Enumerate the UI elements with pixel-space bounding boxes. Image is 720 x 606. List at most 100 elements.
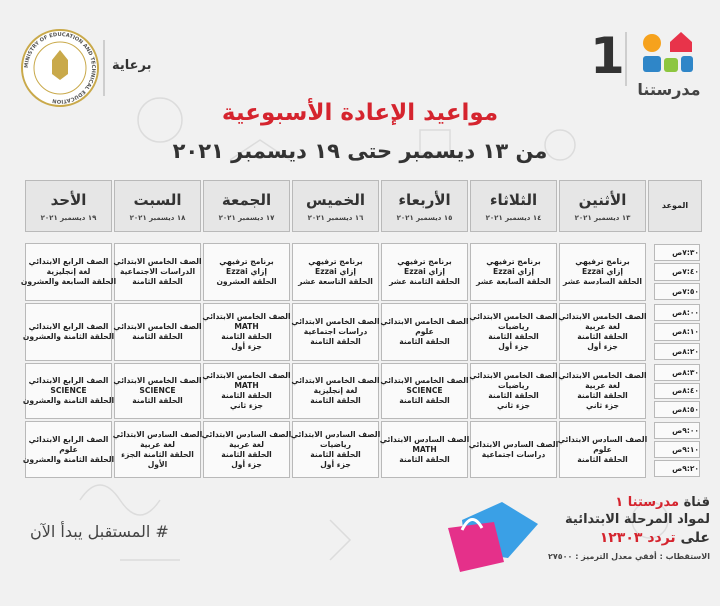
cell-line: الحلقة الثامنة bbox=[310, 337, 361, 346]
time-slot: ٨:٣٠ص bbox=[654, 364, 700, 381]
schedule-cell: الصف السادس الابتدائي دراسات اجتماعية bbox=[469, 421, 558, 478]
cell-line: الحلقة الثامنة عشر bbox=[389, 277, 460, 286]
cell-line: إزاي Ezzai bbox=[493, 267, 534, 276]
day-date: ١٦ ديسمبر ٢٠٢١ bbox=[307, 214, 364, 222]
time-slot: ٩:٠٠ص bbox=[654, 422, 700, 439]
time-slot: ٨:٥٠ص bbox=[654, 401, 700, 418]
cell-line: الحلقة الثامنة bbox=[221, 391, 272, 400]
cell-line: لغة عربية bbox=[229, 439, 264, 449]
channel-label: قناة bbox=[683, 495, 710, 510]
cell-line: علوم bbox=[415, 327, 434, 336]
cell-line: إزاي Ezzai bbox=[315, 267, 356, 276]
cell-line: الحلقة العشرون bbox=[216, 277, 277, 286]
schedule-cell: الصف السادس الابتدائي رياضيات الحلقة الثام… bbox=[291, 421, 380, 478]
day-name: الخميس bbox=[306, 191, 365, 209]
technical: الاستقطاب : أفقي معدل الترميز : ٢٧٥٠٠ bbox=[547, 552, 710, 561]
cell-line: الحلقة الثامنة والعشرون bbox=[22, 454, 115, 464]
cell-line: الصف الخامس الابتدائي bbox=[202, 312, 291, 321]
cell-line: لغة عربية bbox=[585, 381, 620, 390]
cell-line: الحلقة الثامنة bbox=[577, 332, 628, 341]
schedule-cell: برنامج ترفيهي إزاي Ezzai الحلقة السادسة عش… bbox=[559, 243, 646, 301]
day-header: الثلاثاء ١٤ ديسمبر ٢٠٢١ bbox=[470, 180, 557, 232]
cell-line: الحلقة الثامنة bbox=[221, 332, 272, 341]
cell-line: جزء ثاني bbox=[586, 401, 619, 410]
channel-line: قناة مدرستنا ١ bbox=[540, 494, 710, 511]
schedule-cell: الصف الخامس الابتدائي رياضيات الحلقة الثام… bbox=[469, 363, 558, 419]
day-date: ١٣ ديسمبر ٢٠٢١ bbox=[574, 214, 631, 222]
freq-label: على bbox=[680, 530, 710, 546]
cell-line: جزء أول bbox=[320, 459, 351, 469]
time-slot: ٧:٣٠ص bbox=[654, 244, 700, 262]
cell-line: لغة عربية bbox=[140, 439, 175, 449]
cell-line: الصف الرابع الابتدائي bbox=[28, 257, 109, 266]
cell-line: رياضيات bbox=[498, 322, 529, 331]
cell-line: الصف الخامس الابتدائي bbox=[113, 376, 202, 385]
cell-line: الصف الرابع الابتدائي bbox=[28, 376, 109, 385]
subjects: لمواد المرحلة الابتدائية bbox=[565, 512, 710, 527]
cell-line: جزء أول bbox=[231, 342, 262, 351]
day-date: ١٧ ديسمبر ٢٠٢١ bbox=[218, 214, 275, 222]
cell-line: الصف السادس الابتدائي bbox=[112, 429, 203, 439]
cell-line: الحلقة الثامنة bbox=[310, 449, 361, 459]
day-date: ١٤ ديسمبر ٢٠٢١ bbox=[485, 214, 542, 222]
schedule-cell: الصف السادس الابتدائي لغة عربية الحلقة الث… bbox=[201, 421, 292, 478]
cell-line: الحلقة الثامنة bbox=[310, 396, 361, 405]
hashtag: # المستقبل يبدأ الآن bbox=[30, 522, 169, 541]
schedule-cell: الصف الخامس الابتدائي لغة عربية الحلقة الث… bbox=[558, 303, 647, 361]
cell-line: لغة إنجليزية bbox=[46, 267, 91, 276]
cell-line: الحلقة السادسة عشر bbox=[562, 277, 643, 286]
time-slot: ٧:٤٠ص bbox=[654, 263, 700, 281]
cell-line: الصف الخامس الابتدائي bbox=[558, 371, 647, 380]
cell-line: الحلقة الثامنة bbox=[132, 277, 183, 286]
cell-line: الصف السادس الابتدائي bbox=[201, 429, 292, 439]
cell-line: الصف الخامس الابتدائي bbox=[380, 317, 469, 326]
day-name: الأثنين bbox=[578, 191, 627, 209]
cell-line: الحلقة الثامنة bbox=[399, 454, 450, 464]
cell-line: إزاي Ezzai bbox=[404, 267, 445, 276]
schedule-cell: الصف الرابع الابتدائي علوم الحلقة الثامنة … bbox=[22, 421, 115, 478]
cell-line: الأول bbox=[147, 459, 168, 469]
day-header: الأربعاء ١٥ ديسمبر ٢٠٢١ bbox=[381, 180, 468, 232]
cell-line: برنامج ترفيهي bbox=[308, 257, 363, 266]
cell-line: الصف الخامس الابتدائي bbox=[380, 376, 469, 385]
schedule-cell: الصف الرابع الابتدائي الحلقة الثامنة والع… bbox=[22, 303, 115, 361]
title: مواعيد الإعادة الأسبوعية bbox=[221, 100, 499, 126]
day-name: الجمعة bbox=[221, 191, 272, 209]
day-date: ١٨ ديسمبر ٢٠٢١ bbox=[129, 214, 186, 222]
ministry-seal: MINISTRY OF EDUCATION AND TECHNICAL EDUC… bbox=[21, 29, 99, 107]
subtitle: من ١٣ ديسمبر حتى ١٩ ديسمبر ٢٠٢١ bbox=[172, 139, 548, 163]
time-slot: ٨:٢٠ص bbox=[654, 342, 700, 360]
schedule-cell: الصف الخامس الابتدائي لغة عربية الحلقة الث… bbox=[558, 363, 647, 419]
time-slot: ٨:١٠ص bbox=[654, 323, 700, 341]
time-header: الموعد bbox=[648, 180, 702, 232]
schedule-cell: الصف الرابع الابتدائي SCIENCE الحلقة الثام… bbox=[23, 363, 114, 419]
time-slot: ٧:٥٠ص bbox=[654, 282, 700, 300]
cell-line: رياضيات bbox=[320, 439, 351, 449]
schedule-cell: الصف الخامس الابتدائي رياضيات الحلقة الثام… bbox=[469, 303, 558, 361]
sponsor: برعاية bbox=[112, 58, 152, 73]
cell-line: الحلقة الثامنة bbox=[132, 396, 183, 405]
cell-line: جزء أول bbox=[231, 459, 262, 469]
schedule-cell: برنامج ترفيهي إزاي Ezzai الحلقة التاسعة عش… bbox=[292, 243, 379, 301]
cell-line: الحلقة الثامنة والعشرون bbox=[22, 332, 115, 341]
cell-line: الصف الخامس الابتدائي bbox=[469, 371, 558, 380]
time-slot: ٨:٠٠ص bbox=[654, 304, 700, 322]
cell-line: الحلقة الثامنة bbox=[577, 454, 628, 464]
cell-line: لغة عربية bbox=[585, 322, 620, 331]
cell-line: جزء أول bbox=[498, 342, 529, 351]
cell-line: الصف الخامس الابتدائي bbox=[113, 257, 202, 266]
cell-line: إزاي Ezzai bbox=[226, 267, 267, 276]
cell-line: الصف الخامس الابتدائي bbox=[113, 322, 202, 331]
schedule-cell: الصف الخامس الابتدائي SCIENCE الحلقة الثام… bbox=[380, 363, 469, 419]
cell-line: الصف الخامس الابتدائي bbox=[291, 376, 380, 385]
channel-name: مدرستنا ١ bbox=[615, 495, 680, 510]
cell-line: الحلقة الثامنة bbox=[399, 396, 450, 405]
schedule-cell: الصف الخامس الابتدائي SCIENCE الحلقة الثام… bbox=[113, 363, 202, 419]
day-header: السبت ١٨ ديسمبر ٢٠٢١ bbox=[114, 180, 201, 232]
day-header: الخميس ١٦ ديسمبر ٢٠٢١ bbox=[292, 180, 379, 232]
day-header: الأحد ١٩ ديسمبر ٢٠٢١ bbox=[25, 180, 112, 232]
cell-line: لغة إنجليزية bbox=[313, 386, 358, 395]
schedule-cell: الصف السادس الابتدائي علوم الحلقة الثامنة bbox=[558, 421, 647, 478]
day-header: الأثنين ١٣ ديسمبر ٢٠٢١ bbox=[559, 180, 646, 232]
